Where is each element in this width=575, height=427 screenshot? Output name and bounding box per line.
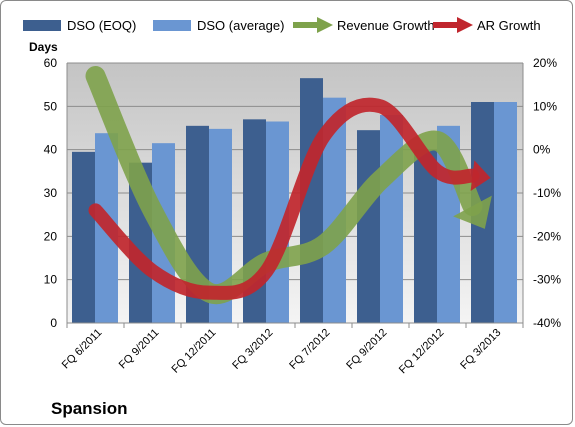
x-tick-label: FQ 12/2012: [397, 327, 447, 377]
legend-label-revenue-growth: Revenue Growth: [337, 18, 435, 33]
y2-tick-label: -40%: [533, 316, 561, 330]
y-tick-label: 40: [44, 143, 58, 157]
legend-swatch-dso-average: [153, 20, 191, 31]
y-tick-label: 0: [50, 316, 57, 330]
x-tick-label: FQ 9/2012: [344, 327, 389, 372]
x-tick-label: FQ 3/2012: [230, 327, 275, 372]
y-tick-label: 60: [44, 56, 58, 70]
bar-dso-eoq: [414, 149, 437, 323]
x-tick-label: FQ 7/2012: [287, 327, 332, 372]
legend-label-dso-eoq: DSO (EOQ): [67, 18, 136, 33]
y2-tick-label: 0%: [533, 143, 551, 157]
legend-arrow-ar-growth: [457, 17, 473, 33]
ar-growth-arrowhead: [470, 160, 491, 191]
y2-tick-label: 10%: [533, 99, 557, 113]
x-tick-label: FQ 3/2013: [458, 327, 503, 372]
legend-swatch-dso-eoq: [23, 20, 61, 31]
company-name: Spansion: [51, 399, 128, 418]
ar-growth-line: [88, 97, 480, 300]
revenue-growth-arrowhead: [453, 195, 492, 229]
y2-tick-label: 20%: [533, 56, 557, 70]
y2-tick-label: -30%: [533, 273, 561, 287]
bar-dso-average: [323, 97, 346, 324]
bar-dso-average: [209, 128, 232, 323]
legend-label-dso-average: DSO (average): [197, 18, 284, 33]
y2-tick-label: -20%: [533, 229, 561, 243]
x-tick-label: FQ 9/2011: [117, 327, 162, 372]
y-tick-label: 50: [44, 99, 58, 113]
y2-tick-label: -10%: [533, 186, 561, 200]
y-tick-label: 30: [44, 186, 58, 200]
legend-arrow-revenue-growth: [317, 17, 333, 33]
bar-dso-average: [380, 115, 403, 323]
legend-label-ar-growth: AR Growth: [477, 18, 541, 33]
bar-dso-eoq: [357, 130, 380, 323]
x-tick-label: FQ 6/2011: [60, 327, 105, 372]
bar-dso-eoq: [72, 151, 95, 323]
x-tick-label: FQ 12/2011: [169, 327, 218, 376]
y-tick-label: 20: [44, 229, 58, 243]
y-axis-label: Days: [29, 40, 58, 54]
y-tick-label: 10: [44, 273, 58, 287]
bar-dso-average: [494, 102, 517, 323]
